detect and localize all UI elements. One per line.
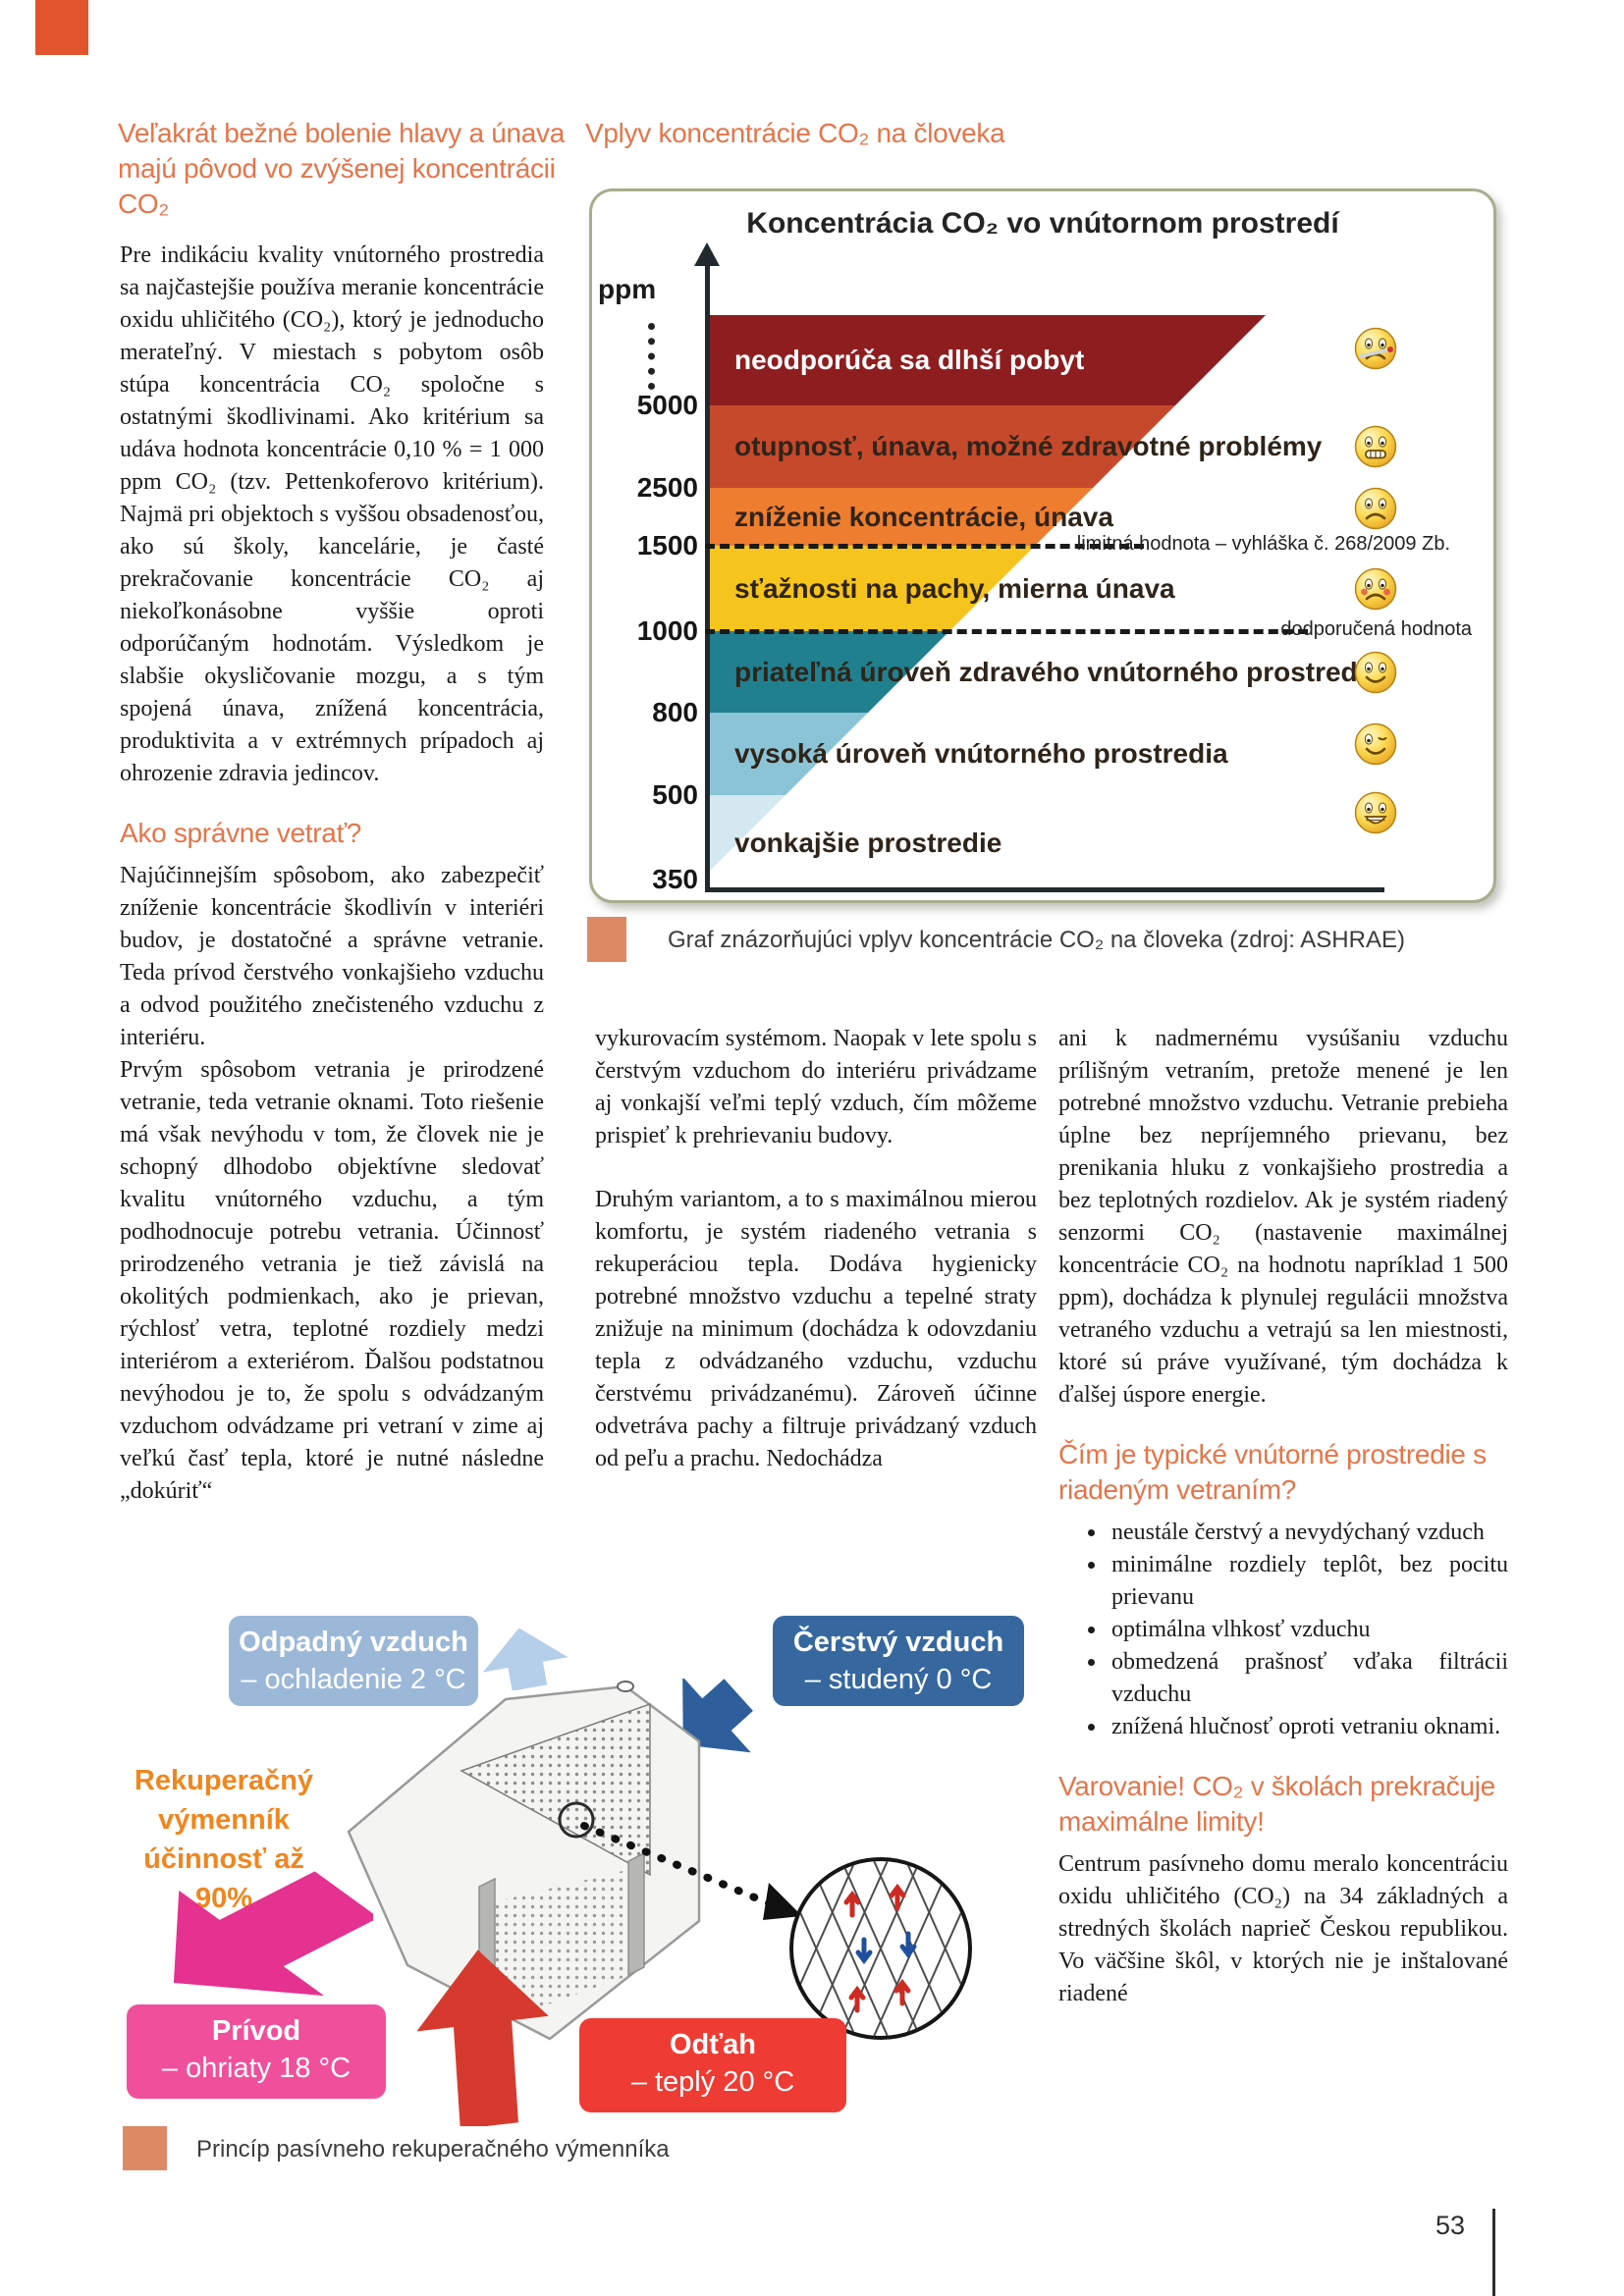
band-label: otupnosť, únava, možné zdravotné problém… (734, 431, 1323, 461)
middle-text-column: vykurovacím systémom. Naopak v lete spol… (595, 1023, 1037, 1475)
band-label: vysoká úroveň vnútorného prostredia (734, 738, 1228, 769)
paragraph: Prvým spôsobom vetrania je prirodzené ve… (120, 1057, 544, 1504)
exhaust-up-arrow-icon (482, 1628, 568, 1690)
co2-chart-card: Koncentrácia CO₂ vo vnútornom prostredí … (589, 188, 1496, 903)
fresh-air-title: Čerstvý vzduch (792, 1627, 1004, 1658)
exhaust-air-title: Odpadný vzduch (239, 1627, 468, 1658)
chart-section-heading: Vplyv koncentrácie CO₂ na človeka (585, 118, 1005, 148)
extract-air-arrow-icon (417, 1949, 549, 2126)
left-text-column: Pre indikáciu kvality vnútorného prostre… (120, 240, 544, 1508)
band-label: vonkajšie prostredie (734, 828, 1002, 858)
bullet-item: znížená hlučnosť oproti vetraniu oknami. (1108, 1711, 1508, 1743)
supply-air-temp: – ohriaty 18 °C (161, 2053, 352, 2084)
band-label: sťažnosti na pachy, mierna únava (734, 572, 1175, 604)
extract-air-label-box: Odťah – teplý 20 °C (579, 2018, 846, 2112)
corner-accent-bar (35, 0, 88, 55)
supply-air-title: Prívod (211, 2015, 301, 2047)
smiley-sad-icon (1354, 487, 1397, 530)
paragraph: Druhým variantom, a to s maximálnou mier… (595, 1187, 1037, 1471)
smiley-smile-icon (1354, 651, 1397, 694)
caption-swatch (123, 2126, 167, 2170)
y-axis-line (705, 266, 710, 889)
fresh-air-temp: – studený 0 °C (804, 1664, 993, 1695)
recommended-line-label: dodporučená hodnota (1280, 618, 1472, 640)
supply-air-arrow-icon (173, 1871, 373, 1997)
x-axis-line (705, 887, 1384, 892)
section-heading-warning: Varovanie! CO₂ v školách prekračuje maxi… (1058, 1771, 1495, 1837)
extract-air-title: Odťah (669, 2029, 756, 2060)
y-axis-unit-label: ppm (598, 274, 657, 304)
page-number: 53 (1435, 2211, 1466, 2240)
exhaust-air-temp: – ochladenie 2 °C (241, 1664, 466, 1695)
recommended-dashed-line (705, 629, 1308, 634)
band-label: neodporúča sa dlhší pobyt (734, 345, 1085, 375)
supply-air-label-box: Prívod – ohriaty 18 °C (127, 2004, 386, 2099)
bullet-item: minimálne rozdiely teplôt, bez pocitu pr… (1108, 1549, 1508, 1614)
axis-break-dots-icon (648, 323, 655, 390)
smiley-wink-icon (1354, 722, 1397, 766)
y-tick-5000: 5000 (636, 390, 698, 420)
extract-air-temp: – teplý 20 °C (630, 2066, 795, 2098)
feature-bullet-list: neustále čerstvý a nevydýchaný vzduchmin… (1058, 1517, 1508, 1743)
paragraph: Najúčinnejším spôsobom, ako zabezpečiť z… (120, 863, 544, 1050)
caption-swatch (587, 917, 626, 962)
y-tick-1000: 1000 (636, 615, 698, 646)
smiley-flushed-icon (1354, 567, 1397, 611)
paragraph: Centrum pasívneho domu meralo koncentrác… (1058, 1851, 1508, 2006)
section-heading-vetrat: Ako správne vetrať? (120, 818, 362, 848)
limit-line-label: limitná hodnota – vyhláška č. 268/2009 Z… (1076, 533, 1450, 555)
fresh-air-label-box: Čerstvý vzduch – studený 0 °C (773, 1616, 1024, 1706)
article-heading: Veľakrát bežné bolenie hlavy a únava maj… (118, 118, 566, 219)
heat-exchange-detail-circle (789, 1857, 972, 2040)
limit-dashed-line (705, 544, 1144, 549)
paragraph: vykurovacím systémom. Naopak v lete spol… (595, 1026, 1037, 1148)
right-text-column: ani k nadmernému vysúšaniu vzduchu príli… (1058, 1023, 1508, 2010)
diagram-caption: Princíp pasívneho rekuperačného výmenník… (196, 2136, 670, 2163)
y-tick-2500: 2500 (636, 472, 698, 503)
band-label: priateľná úroveň zdravého vnútorného pro… (734, 656, 1381, 687)
paragraph: ani k nadmernému vysúšaniu vzduchu príli… (1058, 1026, 1508, 1408)
chart-title: Koncentrácia CO₂ vo vnútornom prostredí (746, 207, 1339, 240)
exhaust-air-label-box: Odpadný vzduch – ochladenie 2 °C (229, 1616, 478, 1706)
y-tick-500: 500 (652, 779, 698, 810)
chart-band-0 (710, 315, 1266, 405)
smiley-grimace-icon (1354, 425, 1397, 468)
band-label: zníženie koncentrácie, únava (734, 501, 1113, 532)
smiley-grin-icon (1354, 791, 1397, 834)
bullet-item: obmedzená prašnosť vďaka filtrácii vzduc… (1108, 1646, 1508, 1711)
y-axis-arrow-icon (694, 242, 720, 266)
exchanger-efficiency-label: Rekuperačný výmenník účinnosť až 90% (134, 1765, 314, 1914)
chart-caption: Graf znázorňujúci vplyv koncentrácie CO₂… (668, 927, 1405, 953)
paragraph: Pre indikáciu kvality vnútorného prostre… (120, 242, 544, 786)
bullet-item: neustále čerstvý a nevydýchaný vzduch (1108, 1517, 1508, 1549)
page-edge-rule (1492, 2209, 1495, 2296)
y-tick-800: 800 (652, 697, 698, 727)
fresh-air-arrow-icon (682, 1679, 753, 1753)
smiley-sick-icon (1354, 327, 1397, 370)
bullet-item: optimálna vlhkosť vzduchu (1108, 1614, 1508, 1646)
section-heading-typical: Čím je typické vnútorné prostredie s ria… (1058, 1439, 1487, 1505)
magnifier-dotted-line-icon (580, 1822, 802, 1920)
y-tick-350: 350 (652, 864, 698, 894)
y-tick-1500: 1500 (636, 530, 698, 561)
